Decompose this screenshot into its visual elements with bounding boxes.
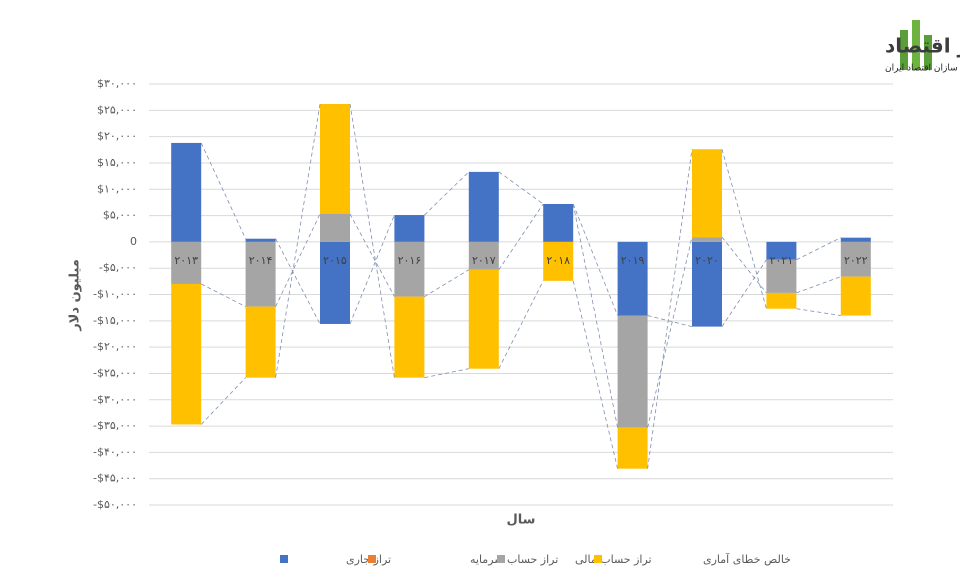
bar-segment: [468, 269, 499, 369]
y-tick-label: -$۲۵,۰۰۰: [93, 366, 137, 379]
bar-segment: [468, 241, 499, 270]
legend-swatch: [368, 555, 376, 563]
x-tick-label: ۲۰۱۸: [546, 254, 570, 267]
series-line: [424, 368, 469, 379]
bar-segment: [543, 203, 574, 242]
logo-icon: [912, 20, 920, 70]
series-line: [498, 171, 544, 205]
x-tick-label: ۲۰۲۲: [844, 254, 868, 267]
bar-segment: [394, 296, 425, 378]
y-tick-label: -$۳۰,۰۰۰: [93, 393, 137, 406]
y-tick-label: -$۴۰,۰۰۰: [93, 445, 137, 458]
bar-segment: [394, 215, 425, 242]
x-tick-label: ۲۰۱۵: [323, 254, 347, 267]
series-line: [275, 213, 321, 307]
y-tick-label: $۱۰,۰۰۰: [97, 182, 137, 195]
bar-segment: [468, 171, 499, 242]
bar-segment: [840, 276, 871, 316]
y-tick-label: $۲۰,۰۰۰: [97, 130, 137, 143]
y-tick-label: $۱۵,۰۰۰: [97, 156, 137, 169]
y-tick-label: -$۱۵,۰۰۰: [93, 314, 137, 327]
bar-segment: [320, 241, 350, 324]
bar-segment: [692, 237, 722, 242]
series-line: [721, 236, 767, 294]
bar-segment: [171, 283, 202, 425]
bar-segment: [840, 237, 871, 242]
bar-segment: [320, 213, 350, 242]
bar-segment: [617, 315, 648, 428]
series-line: [498, 203, 544, 270]
y-tick-label: -$۵۰,۰۰۰: [93, 498, 137, 511]
series-line: [349, 214, 395, 325]
y-tick-label: $۲۵,۰۰۰: [97, 103, 137, 116]
logo-name: مسیر اقتصاد: [885, 34, 960, 58]
bar-segment: [245, 241, 276, 307]
bar-segment: [171, 142, 202, 242]
series-line: [721, 259, 767, 327]
bar-segment: [245, 306, 276, 378]
series-line: [200, 377, 246, 425]
series-line: [275, 103, 321, 378]
bar-segment: [766, 292, 797, 309]
logo-tagline: رسانه تصمیم سازان اقتصاد ایران: [885, 64, 960, 74]
bar-segment: [617, 241, 648, 316]
y-tick-label: -$۵,۰۰۰: [99, 261, 137, 274]
series-line: [498, 280, 544, 369]
series-line: [796, 237, 841, 261]
legend-label: خالص خطای آماری: [703, 552, 791, 566]
x-tick-label: ۲۰۱۷: [472, 254, 496, 267]
series-line: [572, 203, 618, 428]
bar-segment: [766, 241, 797, 260]
bar-segment: [692, 149, 722, 238]
bar-segment: [245, 238, 276, 242]
logo-icon: [924, 35, 932, 70]
series-line: [647, 315, 693, 327]
y-tick-label: $۳۰,۰۰۰: [97, 77, 137, 90]
bar-segment: [840, 241, 871, 277]
series-line: [275, 238, 321, 325]
y-tick-label: 0: [130, 235, 137, 248]
x-tick-label: ۲۰۱۶: [398, 254, 422, 267]
y-tick-label: -$۱۰,۰۰۰: [93, 288, 137, 301]
y-tick-label: -$۳۵,۰۰۰: [93, 419, 137, 432]
series-line: [647, 237, 693, 428]
series-line: [349, 103, 395, 378]
legend-swatch: [280, 555, 288, 563]
y-tick-label: -$۲۰,۰۰۰: [93, 340, 137, 353]
legend-label: تراز حساب سرمایه: [470, 553, 558, 566]
x-axis-title: سال: [507, 513, 536, 528]
x-tick-label: ۲۰۱۹: [621, 254, 645, 267]
series-line: [796, 276, 841, 294]
series-line: [349, 213, 395, 297]
x-tick-label: ۲۰۱۳: [174, 254, 198, 267]
y-tick-label: -$۴۵,۰۰۰: [93, 472, 137, 485]
series-line: [572, 280, 618, 469]
series-line: [424, 171, 470, 216]
y-tick-label: $۵,۰۰۰: [103, 209, 137, 222]
y-axis-title: میلیون دلار: [68, 259, 83, 332]
bar-segment: [171, 241, 202, 284]
x-tick-label: ۲۰۲۱: [770, 254, 794, 267]
series-line: [721, 149, 767, 309]
series-line: [796, 308, 841, 316]
series-line: [201, 283, 246, 307]
legend-swatch: [497, 555, 505, 563]
x-tick-label: ۲۰۲۰: [695, 254, 719, 267]
bar-segment: [320, 103, 350, 214]
series-line: [647, 149, 693, 469]
logo-icon: [900, 30, 908, 70]
legend-swatch: [594, 555, 602, 563]
legend-label: تراز حساب مالی: [575, 553, 652, 566]
bar-segment: [394, 241, 425, 297]
bar-segment: [543, 241, 574, 281]
bar-segment: [692, 241, 722, 327]
series-line: [424, 269, 470, 297]
series-line: [200, 142, 246, 239]
bar-segment: [617, 427, 648, 469]
x-tick-label: ۲۰۱۴: [249, 254, 273, 267]
series-line: [572, 203, 618, 316]
bar-segment: [766, 259, 797, 293]
